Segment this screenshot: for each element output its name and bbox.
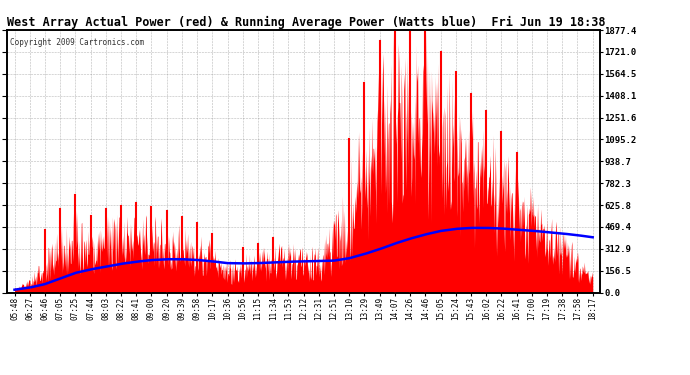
Text: Copyright 2009 Cartronics.com: Copyright 2009 Cartronics.com (10, 38, 144, 47)
Text: West Array Actual Power (red) & Running Average Power (Watts blue)  Fri Jun 19 1: West Array Actual Power (red) & Running … (7, 16, 605, 29)
